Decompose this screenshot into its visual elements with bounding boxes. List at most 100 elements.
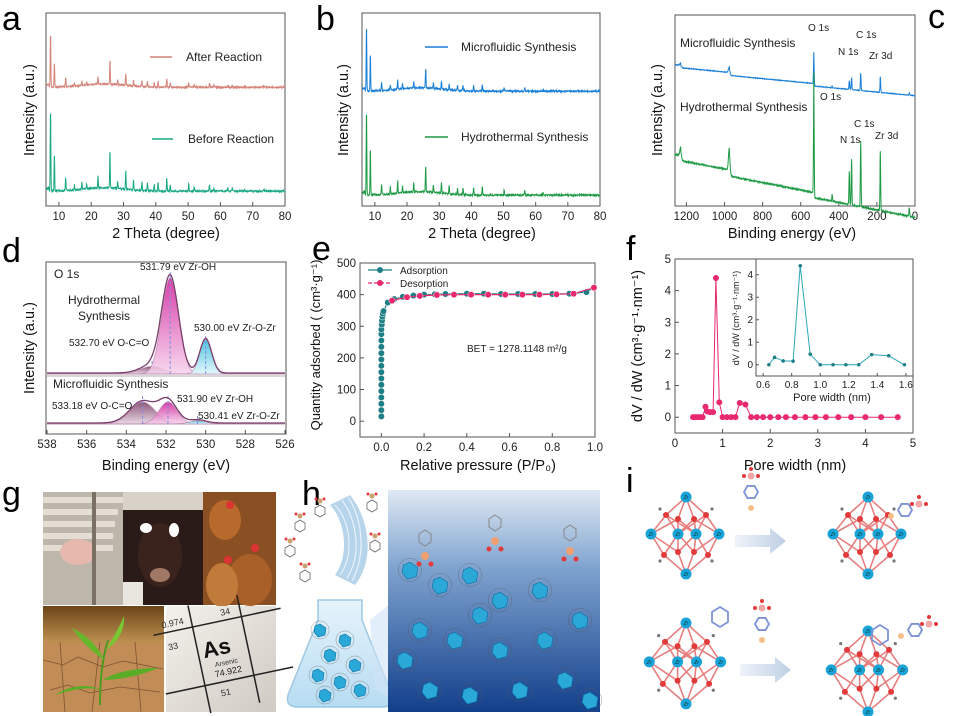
- nitrogen-atom: [898, 633, 904, 639]
- cow-photo-detail: [123, 492, 203, 605]
- benzene-ring: [563, 524, 577, 542]
- zr-atom: [680, 698, 692, 710]
- desorption-point: [467, 291, 475, 299]
- inset-point: [886, 353, 891, 358]
- zr-clusters: Zr Zr Zr Zr Zr Zr Zr Zr Zr Zr Zr Zr Zr Zr Zr Zr Zr Zr Zr Zr…: [643, 467, 938, 716]
- oxygen-atom: [691, 516, 697, 522]
- inset-point: [808, 352, 813, 356]
- pore-distribution-point: [723, 414, 730, 421]
- benzene-ring: [314, 504, 326, 518]
- y-axis-label: Intensity (a.u.): [650, 64, 666, 156]
- inset-x-tick-label: 1.6: [899, 380, 913, 391]
- y-axis-label: dV / dW (cm³·g⁻¹·nm⁻¹): [630, 270, 646, 422]
- plot-frame: [674, 14, 916, 207]
- mof-cluster: [461, 566, 479, 585]
- peak-label-o1s-micro: O 1s: [808, 23, 829, 34]
- mof-cluster: [311, 668, 325, 683]
- zr-atom: [827, 528, 839, 540]
- zr-atom-label: Zr: [693, 660, 699, 666]
- adsorption-point: [377, 394, 385, 401]
- oxygen-atom: [760, 599, 764, 603]
- hydrogen-atom: [892, 559, 896, 563]
- adsorption-point: [377, 362, 385, 370]
- hydrogen-atom: [892, 507, 896, 511]
- oxygen-atom: [661, 552, 667, 558]
- mof-linker-ring: [553, 668, 577, 692]
- y-tick-label: 500: [337, 258, 356, 270]
- hydrogen-atom: [710, 507, 714, 511]
- zr-atom: [680, 491, 692, 503]
- panel-label-g: g: [2, 475, 21, 513]
- pore-distribution-point: [782, 414, 789, 421]
- reaction-arrow-2[interactable]: [740, 657, 791, 683]
- oxygen-atom: [841, 688, 848, 695]
- zr-o-bond: [846, 649, 879, 671]
- x-tick-label: 50: [497, 211, 510, 223]
- plot-frame: [361, 12, 601, 207]
- zr-cluster-binding-scheme: Zr Zr Zr Zr Zr Zr Zr Zr Zr Zr Zr Zr Zr Zr Zr Zr Zr Zr Zr Zr…: [643, 467, 938, 716]
- oxygen-atom: [934, 622, 938, 626]
- series-line-after-reaction: [45, 35, 286, 90]
- mof-linker-ring: [528, 578, 552, 602]
- mof-cluster: [511, 681, 529, 700]
- hydrogen-atom: [840, 559, 844, 563]
- oxygen-atom: [873, 685, 880, 692]
- oxygen-atom: [920, 622, 924, 626]
- zr-atom-label: Zr: [865, 572, 871, 578]
- series-line-hydrothermal-synthesis: [361, 114, 601, 198]
- x-tick-label: 1: [719, 438, 725, 450]
- pore-distribution-point: [835, 414, 842, 421]
- benzene-ring: [488, 514, 502, 532]
- oxygen-atom: [927, 615, 931, 619]
- oxygen-atom: [573, 556, 579, 562]
- mof-cluster: [313, 623, 327, 638]
- x-tick-label: 0.8: [544, 442, 560, 454]
- peak-label-n1s-hydro: N 1s: [840, 135, 861, 146]
- mof-linker-ring: [458, 683, 482, 707]
- mof-linker-ring: [578, 688, 602, 712]
- comp-label-oco-hydro: 532.70 eV O-C=O: [69, 338, 150, 349]
- mof-cluster: [421, 681, 439, 700]
- y-tick-label: 2: [665, 349, 671, 361]
- oxygen-atom: [742, 474, 746, 478]
- zr-atom-label: Zr: [857, 532, 863, 538]
- peak-label-o1s-hydro: O 1s: [820, 92, 841, 103]
- mof-cluster: [446, 631, 464, 650]
- comp-label-zrozr-micro: 530.41 eV Zr-O-Zr: [198, 411, 280, 422]
- pore-distribution-point: [775, 414, 782, 421]
- zr-atom: [862, 491, 874, 503]
- desorption-point: [450, 291, 458, 299]
- inset-x-axis-label: Pore width (nm): [793, 392, 871, 404]
- adsorption-point: [377, 381, 385, 389]
- desorption-point: [553, 290, 560, 298]
- oxygen-atom: [369, 532, 373, 536]
- pore-distribution-point: [710, 409, 717, 416]
- y-tick-label: 0: [350, 416, 356, 428]
- arsenic-atom: [491, 537, 499, 545]
- nitrogen-atom: [748, 505, 754, 511]
- oxygen-atom: [691, 643, 698, 650]
- legend-micro: Microfluidic Synthesis: [461, 40, 576, 54]
- oxygen-atom: [844, 646, 850, 653]
- pore-distribution-point: [848, 414, 855, 421]
- adsorption-point: [377, 387, 385, 395]
- zr-atom-label: Zr: [648, 532, 654, 538]
- adsorption-point: [377, 349, 385, 357]
- adsorption-point: [377, 343, 385, 351]
- peak-label-c1s-hydro: C 1s: [854, 119, 875, 130]
- mof-linker-ring: [488, 588, 512, 612]
- benzene-ring: [742, 485, 760, 499]
- pore-distribution-point: [732, 414, 739, 421]
- underwater-mof-clusters: [393, 514, 602, 712]
- oxygen-atom: [756, 474, 760, 478]
- oxygen-atom: [888, 688, 895, 695]
- neighbor-mass: 0.974: [160, 616, 184, 630]
- x-tick-label: 1000: [712, 211, 738, 223]
- x-tick-label: 526: [275, 439, 294, 451]
- y-axis-label: Intensity (a.u.): [22, 64, 38, 156]
- zr-o-bond: [664, 641, 697, 663]
- oxygen-atom: [749, 467, 753, 471]
- pore-distribution-point: [699, 414, 706, 421]
- reaction-arrow-1[interactable]: [735, 528, 786, 554]
- x-axis-label: 2 Theta (degree): [428, 226, 536, 242]
